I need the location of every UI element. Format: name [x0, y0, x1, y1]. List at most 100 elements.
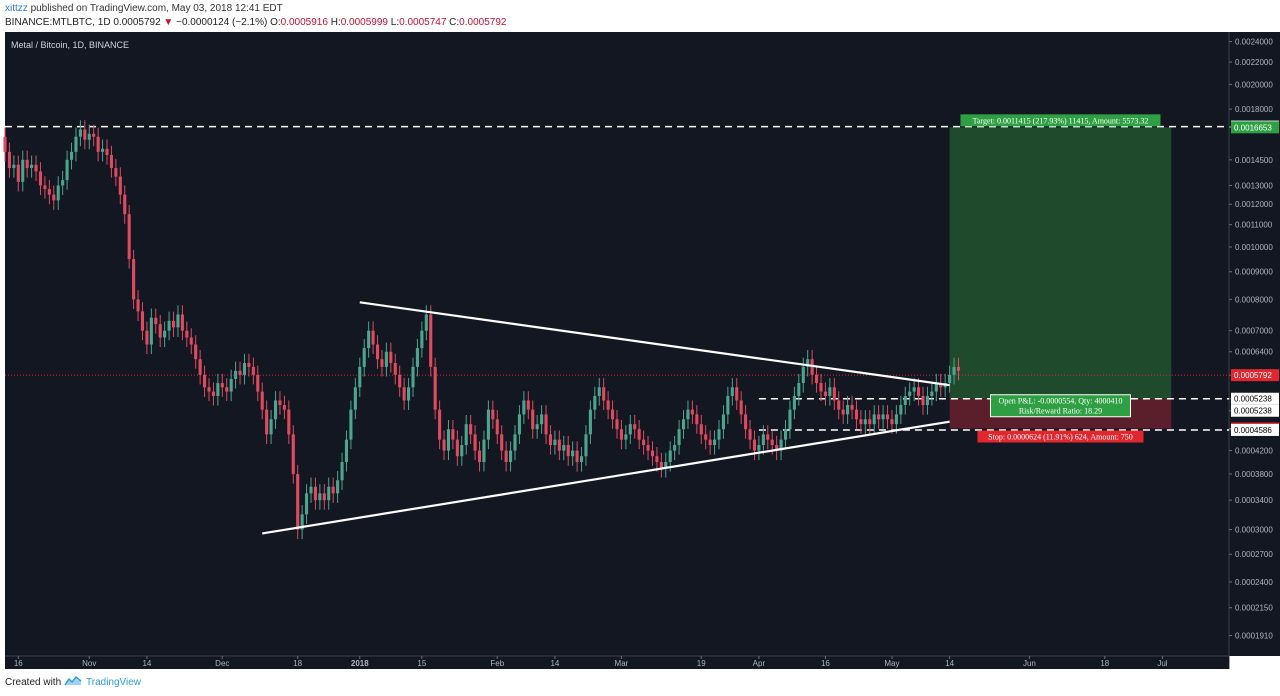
candle-body — [203, 374, 207, 388]
candle-body — [3, 136, 7, 152]
candle-body — [482, 439, 486, 463]
candle-body — [313, 486, 317, 501]
y-tick-label: 0.0009000 — [1235, 268, 1273, 277]
candle-body — [752, 439, 757, 451]
candle-body — [930, 391, 934, 396]
y-tick-label: 0.0001910 — [1235, 631, 1273, 640]
candle-body — [575, 450, 579, 463]
candle-body — [633, 424, 637, 430]
y-tick-label: 0.0007000 — [1235, 327, 1273, 336]
time-axis[interactable] — [5, 656, 1229, 669]
candle-body — [52, 194, 56, 201]
candle-body — [234, 370, 238, 379]
close-value: 0.0005792 — [459, 17, 507, 28]
candle-body — [832, 387, 836, 401]
candle-body — [225, 387, 229, 392]
y-tick-label: 0.0010000 — [1235, 243, 1273, 252]
candle-body — [158, 324, 162, 338]
candle-body — [495, 419, 499, 435]
rr-label: Risk/Reward Ratio: 18.29 — [1019, 407, 1102, 416]
candle-body — [708, 439, 712, 446]
candle-body — [775, 445, 779, 451]
candle-body — [424, 314, 428, 331]
trendline — [359, 301, 950, 387]
candle-body — [815, 374, 819, 384]
candle-body — [220, 383, 224, 388]
candle-body — [56, 185, 60, 201]
y-tick-label: 0.0003400 — [1235, 496, 1273, 505]
candle-body — [305, 493, 309, 515]
tradingview-brand[interactable]: TradingView — [86, 677, 142, 688]
candle-body — [837, 400, 841, 410]
candle-body — [12, 164, 16, 169]
tradingview-logo-icon[interactable] — [64, 675, 82, 687]
candle-body — [801, 366, 805, 384]
y-tick-badge — [1231, 404, 1279, 417]
candle-body — [735, 387, 739, 401]
candle-body — [677, 429, 681, 446]
candle-body — [668, 450, 672, 463]
low-value: 0.0005747 — [399, 17, 447, 28]
author-link[interactable]: xittzz — [5, 3, 28, 14]
candle-body — [686, 409, 690, 420]
candle-body — [251, 366, 255, 375]
candle-body — [247, 362, 251, 367]
candle-body — [140, 311, 145, 331]
position-zones — [949, 127, 1172, 429]
candle-body — [380, 359, 384, 367]
candle-body — [584, 434, 588, 457]
candle-body — [748, 429, 752, 440]
candle-body — [340, 462, 344, 481]
candle-body — [16, 164, 20, 182]
candle-body — [783, 429, 788, 440]
candle-body — [730, 387, 734, 396]
x-tick-label: Jul — [1157, 659, 1167, 668]
candle-body — [216, 383, 220, 396]
candle-body — [952, 366, 956, 375]
candle-body — [593, 395, 597, 410]
candle-body — [114, 168, 118, 177]
price-axis[interactable] — [1229, 32, 1280, 656]
candle-body — [948, 374, 952, 384]
candle-body — [336, 480, 340, 494]
pl-box-group: Open P&L: -0.0000554, Qty: 4000410Risk/R… — [989, 394, 1131, 418]
y-tick-badge — [1231, 392, 1279, 405]
candle-body — [859, 419, 863, 425]
candle-body — [766, 434, 770, 440]
candle-body — [375, 344, 380, 360]
candle-body — [619, 429, 623, 440]
candle-body — [846, 405, 850, 415]
trendline — [262, 420, 950, 535]
candle-body — [415, 348, 419, 367]
candle-body — [721, 414, 725, 430]
candle-body — [517, 414, 521, 435]
trendlines[interactable] — [262, 301, 950, 535]
candle-body — [420, 330, 424, 349]
candle-body — [83, 129, 87, 140]
candle-body — [557, 439, 561, 451]
candle-body — [863, 419, 867, 425]
candle-body — [788, 409, 792, 430]
y-tick-label: 0.0003800 — [1235, 470, 1273, 479]
candle-body — [921, 395, 925, 406]
pl-box-bg — [989, 394, 1131, 418]
candle-body — [513, 434, 517, 451]
candle-body — [118, 176, 122, 195]
candle-body — [850, 405, 854, 410]
x-tick-label: Apr — [753, 659, 766, 668]
candle-body — [7, 151, 11, 169]
x-tick-label: Feb — [490, 659, 504, 668]
y-tick-label: 0.0003000 — [1235, 526, 1273, 535]
x-tick-label: 14 — [945, 659, 954, 668]
candle-body — [43, 185, 47, 190]
y-tick-badge — [1231, 369, 1279, 382]
y-tick-label: 0.0006400 — [1235, 348, 1273, 357]
candle-body — [167, 320, 171, 331]
price-chart[interactable]: Target: 0.0011415 (217.93%) 11415, Amoun… — [0, 32, 1280, 669]
candle-body — [881, 414, 885, 420]
candle-body — [797, 383, 801, 396]
y-axis-ticks: 0.0024000 0.0022000 0.0020000 0.0018000 0.00… — [1229, 38, 1279, 640]
candle-body — [411, 366, 415, 388]
candle-body — [912, 387, 916, 392]
x-tick-label: 14 — [550, 659, 559, 668]
